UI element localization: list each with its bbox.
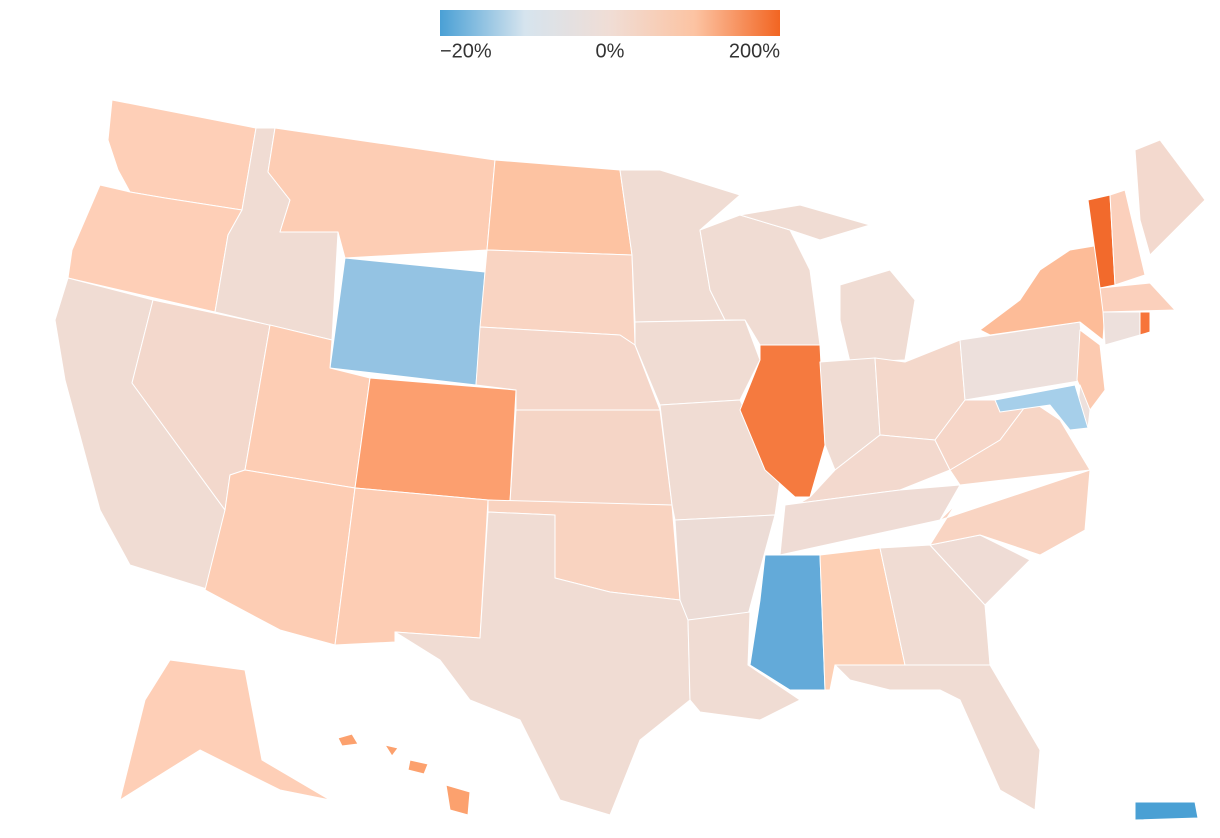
region xyxy=(1134,801,1199,821)
region xyxy=(1099,282,1176,313)
legend-bar xyxy=(440,10,780,36)
region xyxy=(687,611,801,721)
region xyxy=(929,469,1091,556)
region xyxy=(329,257,486,386)
region xyxy=(739,204,916,363)
region xyxy=(994,384,1089,431)
regions xyxy=(54,99,1206,821)
region xyxy=(879,544,991,666)
region xyxy=(486,159,633,256)
region xyxy=(119,659,331,801)
region xyxy=(1076,329,1106,411)
legend-tick-label: 200% xyxy=(729,40,780,62)
region xyxy=(1139,311,1151,336)
region xyxy=(749,554,826,691)
region xyxy=(334,487,489,646)
region xyxy=(337,733,471,816)
region xyxy=(1109,189,1146,286)
region xyxy=(634,319,761,406)
region xyxy=(979,244,1106,341)
region xyxy=(1102,311,1141,346)
region xyxy=(204,469,356,646)
region xyxy=(834,664,1041,811)
region xyxy=(354,377,517,503)
region xyxy=(394,511,691,816)
region xyxy=(1134,139,1206,256)
legend-tick-label: 0% xyxy=(596,40,625,62)
legend-tick-label: −20% xyxy=(440,40,492,62)
region xyxy=(509,409,673,506)
